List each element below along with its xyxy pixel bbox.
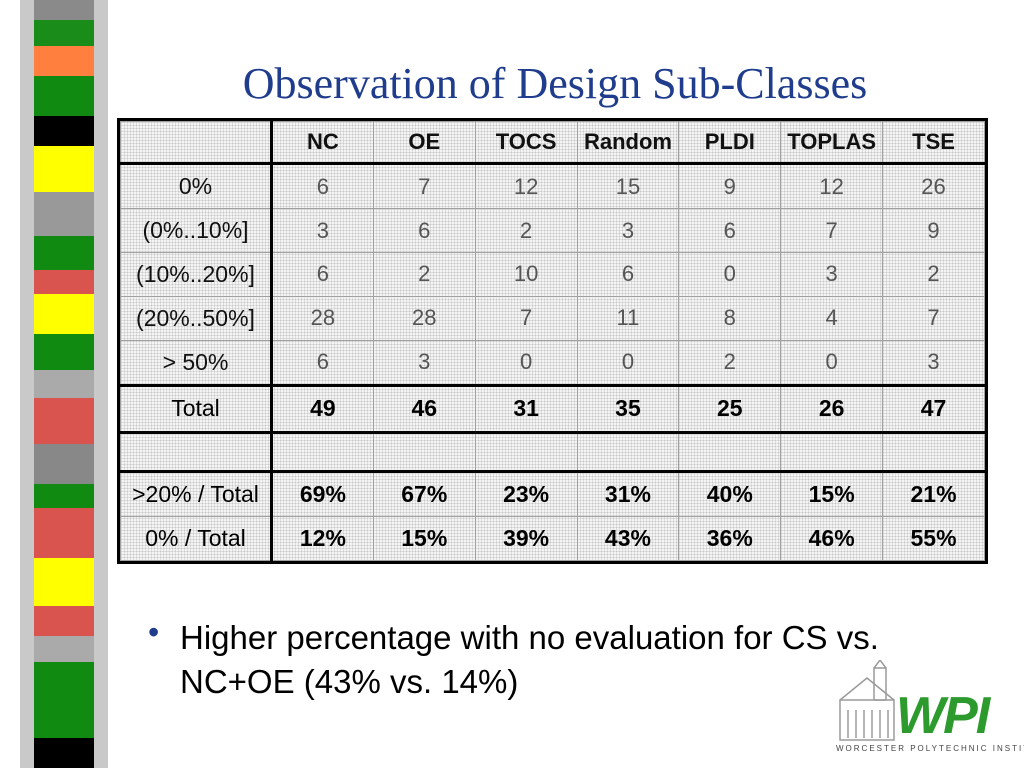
table-cell: 12 [474, 162, 578, 210]
row-label: (20%..50%] [120, 295, 273, 341]
table-cell: 6 [678, 208, 782, 254]
column-header: PLDI [678, 121, 782, 165]
table-header-row: NC OE TOCS Random PLDI TOPLAS TSE [120, 121, 985, 165]
ratio-cell: 15% [372, 516, 476, 561]
column-header: NC [271, 121, 374, 165]
table-cell: 3 [576, 208, 680, 254]
table-cell: 2 [474, 208, 578, 254]
row-label: >20% / Total [120, 469, 273, 518]
table-cell: 11 [576, 295, 680, 341]
table-cell: 8 [678, 295, 782, 341]
table-row: 0% 6 7 12 15 9 12 26 [120, 162, 985, 210]
table-cell: 0 [474, 339, 578, 386]
ratio-cell: 55% [882, 516, 985, 561]
table-row: > 50% 6 3 0 0 2 0 3 [120, 339, 985, 386]
table-cell: 0 [678, 252, 782, 297]
ratio-cell: 43% [576, 516, 680, 561]
table-cell: 2 [678, 339, 782, 386]
empty-cell [120, 431, 273, 472]
wpi-building-logo-icon [839, 660, 895, 741]
ratio-cell: 40% [678, 469, 782, 518]
row-label: > 50% [120, 339, 273, 386]
table-row: (10%..20%] 6 2 10 6 0 3 2 [120, 252, 985, 297]
table-cell: 0 [576, 339, 680, 386]
table-cell: 6 [576, 252, 680, 297]
spacer-row [120, 431, 985, 472]
ratio-cell: 36% [678, 516, 782, 561]
table-cell: 28 [271, 295, 374, 341]
wpi-logo-text: WPI [896, 687, 990, 745]
table-cell: 6 [271, 339, 374, 386]
column-header: TSE [882, 121, 985, 165]
slide-title: Observation of Design Sub-Classes [242, 59, 868, 108]
table-cell: 4 [780, 295, 884, 341]
table-cell: 26 [882, 162, 985, 210]
table-cell: 9 [678, 162, 782, 210]
table-cell: 7 [780, 208, 884, 254]
total-cell: 49 [271, 383, 374, 434]
table-cell: 6 [271, 252, 374, 297]
row-label: 0% / Total [120, 516, 273, 561]
table-row: (0%..10%] 3 6 2 3 6 7 9 [120, 208, 985, 254]
table-cell: 3 [780, 252, 884, 297]
total-row: Total 49 46 31 35 25 26 47 [120, 383, 985, 434]
empty-cell [372, 431, 476, 472]
row-label: 0% [120, 162, 273, 210]
ratio-cell: 12% [271, 516, 374, 561]
ratio-cell: 21% [882, 469, 985, 518]
empty-cell [780, 431, 884, 472]
column-header: Random [576, 121, 680, 165]
total-cell: 31 [474, 383, 578, 434]
column-header: OE [372, 121, 476, 165]
table-cell: 3 [372, 339, 476, 386]
row-label: Total [120, 383, 273, 434]
row-label: (10%..20%] [120, 252, 273, 297]
table-cell: 15 [576, 162, 680, 210]
empty-cell [576, 431, 680, 472]
ratio-cell: 15% [780, 469, 884, 518]
table-cell: 6 [271, 162, 374, 210]
table-cell: 7 [882, 295, 985, 341]
ratio-cell: 69% [271, 469, 374, 518]
total-cell: 26 [780, 383, 884, 434]
table-cell: 0 [780, 339, 884, 386]
ratio-cell: 31% [576, 469, 680, 518]
empty-cell [678, 431, 782, 472]
observation-table: NC OE TOCS Random PLDI TOPLAS TSE 0% 6 7… [120, 121, 985, 561]
table-corner-cell [120, 121, 273, 165]
ratio-row: 0% / Total 12% 15% 39% 43% 36% 46% 55% [120, 516, 985, 561]
bullet-text: Higher percentage with no evaluation for… [180, 619, 879, 700]
total-cell: 25 [678, 383, 782, 434]
wpi-logo-subtitle: WORCESTER POLYTECHNIC INSTITUTE [836, 744, 1024, 753]
table-cell: 3 [271, 208, 374, 254]
table-cell: 7 [372, 162, 476, 210]
ratio-row: >20% / Total 69% 67% 23% 31% 40% 15% 21% [120, 469, 985, 518]
ratio-cell: 46% [780, 516, 884, 561]
column-header: TOCS [474, 121, 578, 165]
table-row: (20%..50%] 28 28 7 11 8 4 7 [120, 295, 985, 341]
table-cell: 6 [372, 208, 476, 254]
empty-cell [271, 431, 374, 472]
table-cell: 7 [474, 295, 578, 341]
table-cell: 28 [372, 295, 476, 341]
total-cell: 47 [882, 383, 985, 434]
empty-cell [474, 431, 578, 472]
table-cell: 12 [780, 162, 884, 210]
table-cell: 2 [372, 252, 476, 297]
table-cell: 9 [882, 208, 985, 254]
ratio-cell: 23% [474, 469, 578, 518]
data-table-container: NC OE TOCS Random PLDI TOPLAS TSE 0% 6 7… [117, 118, 988, 564]
ratio-cell: 67% [372, 469, 476, 518]
table-cell: 2 [882, 252, 985, 297]
column-header: TOPLAS [780, 121, 884, 165]
bullet-dot-icon: • [148, 614, 160, 650]
total-cell: 46 [372, 383, 476, 434]
empty-cell [882, 431, 985, 472]
total-cell: 35 [576, 383, 680, 434]
table-cell: 10 [474, 252, 578, 297]
left-color-stripe [34, 0, 94, 768]
row-label: (0%..10%] [120, 208, 273, 254]
table-cell: 3 [882, 339, 985, 386]
ratio-cell: 39% [474, 516, 578, 561]
